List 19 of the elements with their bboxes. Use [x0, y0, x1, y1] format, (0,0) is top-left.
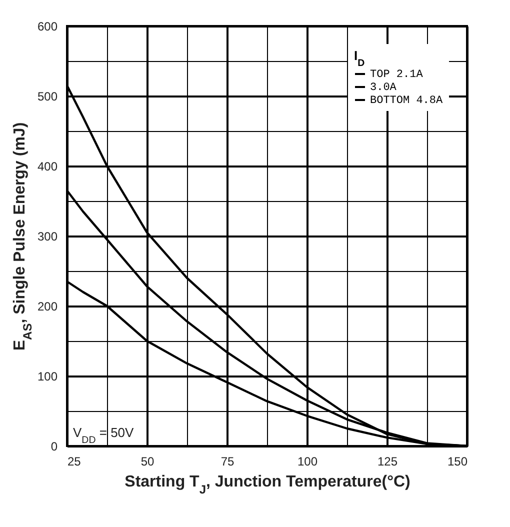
y-tick-label: 600	[37, 20, 58, 34]
legend-label: 3.0A	[370, 82, 397, 94]
y-tick-label: 100	[37, 370, 58, 384]
y-tick-label: 200	[37, 300, 58, 314]
x-tick-label: 150	[447, 454, 468, 468]
x-tick-label: 25	[68, 454, 82, 468]
y-tick-label: 500	[37, 90, 58, 104]
annotation: V$_{DD}$ = 50V	[73, 425, 134, 446]
x-tick-label: 100	[297, 454, 318, 468]
legend-title: I$_{D}$	[354, 48, 365, 68]
legend-label: TOP 2.1A	[370, 69, 424, 81]
legend-label: BOTTOM 4.8A	[370, 95, 444, 107]
y-tick-label: 0	[50, 440, 58, 454]
x-tick-label: 75	[220, 454, 234, 468]
x-axis-title: Starting T$_{J}$, Junction Temperature(°C)	[124, 474, 410, 496]
y-tick-label: 400	[37, 160, 58, 174]
y-tick-label: 300	[37, 230, 58, 244]
x-tick-label: 50	[140, 454, 154, 468]
x-tick-label: 125	[377, 454, 398, 468]
